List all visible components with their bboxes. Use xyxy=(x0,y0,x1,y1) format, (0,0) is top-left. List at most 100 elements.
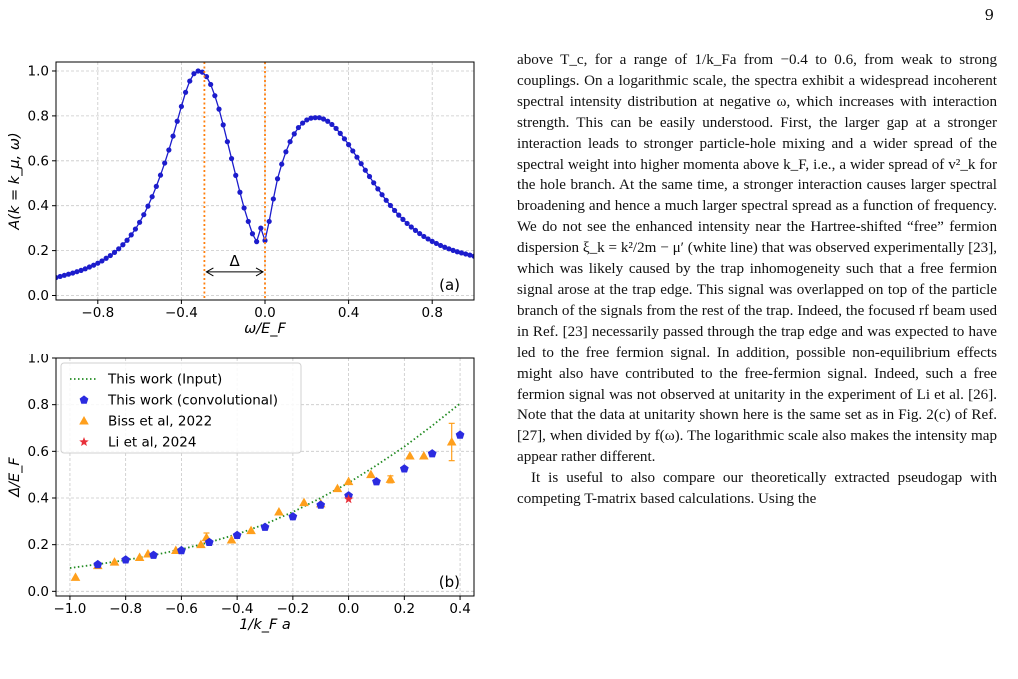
data-point xyxy=(387,202,393,209)
data-point xyxy=(291,131,297,137)
x-tick-label: −0.4 xyxy=(165,305,198,321)
y-axis-label-a: A(k = k_μ, ω) xyxy=(7,132,23,230)
convolutional-data-point xyxy=(316,500,326,509)
data-point xyxy=(391,207,398,214)
data-point xyxy=(107,252,113,259)
y-tick-label: 0.2 xyxy=(28,537,49,553)
data-point xyxy=(266,218,272,225)
x-tick-label: 0.4 xyxy=(449,601,470,617)
data-point xyxy=(429,238,435,244)
data-point xyxy=(170,133,176,139)
biss-data-point xyxy=(109,557,120,566)
legend-swatch-li xyxy=(79,437,89,447)
biss-data-point xyxy=(70,572,81,581)
data-point xyxy=(241,205,247,211)
paragraph-2: It is useful to also compare our theoret… xyxy=(517,470,997,508)
body-text: above T_c, for a range of 1/k_Fa from −0… xyxy=(517,50,997,510)
data-point xyxy=(174,118,180,124)
data-point xyxy=(412,227,419,233)
gap-arrow-head-left xyxy=(205,267,214,277)
convolutional-data-point xyxy=(399,464,409,473)
x-tick-label: −0.8 xyxy=(81,305,114,321)
li-data-point xyxy=(343,494,354,504)
data-point xyxy=(283,149,289,155)
data-point xyxy=(199,69,205,75)
data-point xyxy=(362,167,368,173)
data-point xyxy=(383,197,389,203)
data-point xyxy=(442,244,448,250)
legend-label: This work (convolutional) xyxy=(107,393,278,409)
data-point xyxy=(91,262,97,268)
data-point xyxy=(341,136,348,142)
data-point xyxy=(224,139,230,145)
data-point xyxy=(216,106,222,112)
data-point xyxy=(166,147,172,153)
data-point xyxy=(187,78,193,84)
data-point xyxy=(258,225,264,231)
data-point xyxy=(178,103,184,110)
data-point xyxy=(254,239,260,245)
legend-label: Li et al, 2024 xyxy=(108,435,196,451)
data-point xyxy=(128,232,134,238)
page-number: 9 xyxy=(984,6,994,24)
convolutional-data-point xyxy=(288,512,298,521)
legend-swatch-biss xyxy=(79,416,89,425)
data-point xyxy=(103,255,109,261)
axes-frame-b xyxy=(55,357,475,597)
biss-data-point xyxy=(343,476,354,486)
convolutional-data-point xyxy=(372,477,381,486)
biss-data-point xyxy=(332,483,343,493)
data-point xyxy=(145,203,151,209)
y-tick-label: 1.0 xyxy=(28,63,49,79)
data-point xyxy=(99,258,105,264)
data-point xyxy=(404,220,410,227)
legend-box xyxy=(60,362,302,454)
data-point xyxy=(137,219,143,225)
gap-label: Δ xyxy=(230,252,241,270)
convolutional-data-point xyxy=(260,522,270,531)
data-point xyxy=(228,155,235,162)
data-point xyxy=(182,89,189,95)
y-tick-label: 0.4 xyxy=(28,491,49,507)
data-point xyxy=(421,233,427,240)
gap-arrow-head-right xyxy=(255,267,265,277)
data-point xyxy=(417,230,423,237)
data-point xyxy=(70,270,76,276)
x-tick-label: 0.2 xyxy=(394,601,415,617)
convolutional-data-point xyxy=(149,550,158,559)
data-point xyxy=(212,93,218,99)
biss-data-point xyxy=(446,437,457,446)
data-point xyxy=(279,161,285,167)
legend-label: This work (Input) xyxy=(107,372,222,388)
data-point xyxy=(316,115,322,121)
data-point xyxy=(408,224,414,230)
data-point xyxy=(454,249,460,255)
data-point xyxy=(320,116,327,122)
data-point xyxy=(195,68,201,74)
data-point xyxy=(400,216,406,222)
panel-label-b: (b) xyxy=(439,573,460,591)
data-point xyxy=(245,218,251,225)
x-tick-label: −0.4 xyxy=(221,601,254,617)
convolutional-data-point xyxy=(427,449,437,458)
convolutional-data-point xyxy=(177,545,186,555)
data-point xyxy=(191,71,197,77)
plot-area-a xyxy=(56,68,474,281)
data-point xyxy=(433,240,439,247)
legend-label: Biss et al, 2022 xyxy=(108,414,212,430)
biss-data-point xyxy=(419,451,429,460)
data-point xyxy=(162,160,168,166)
data-point xyxy=(120,242,126,248)
data-point xyxy=(208,81,214,88)
convolutional-data-point xyxy=(93,559,103,569)
data-point xyxy=(304,117,310,123)
data-point xyxy=(237,189,243,195)
x-tick-label: −0.8 xyxy=(109,601,142,617)
data-point xyxy=(295,124,302,131)
data-point xyxy=(312,115,318,121)
data-point xyxy=(141,212,147,218)
data-point xyxy=(450,247,456,253)
data-point xyxy=(132,226,139,232)
x-tick-label: −1.0 xyxy=(54,601,87,617)
data-point xyxy=(274,176,281,182)
